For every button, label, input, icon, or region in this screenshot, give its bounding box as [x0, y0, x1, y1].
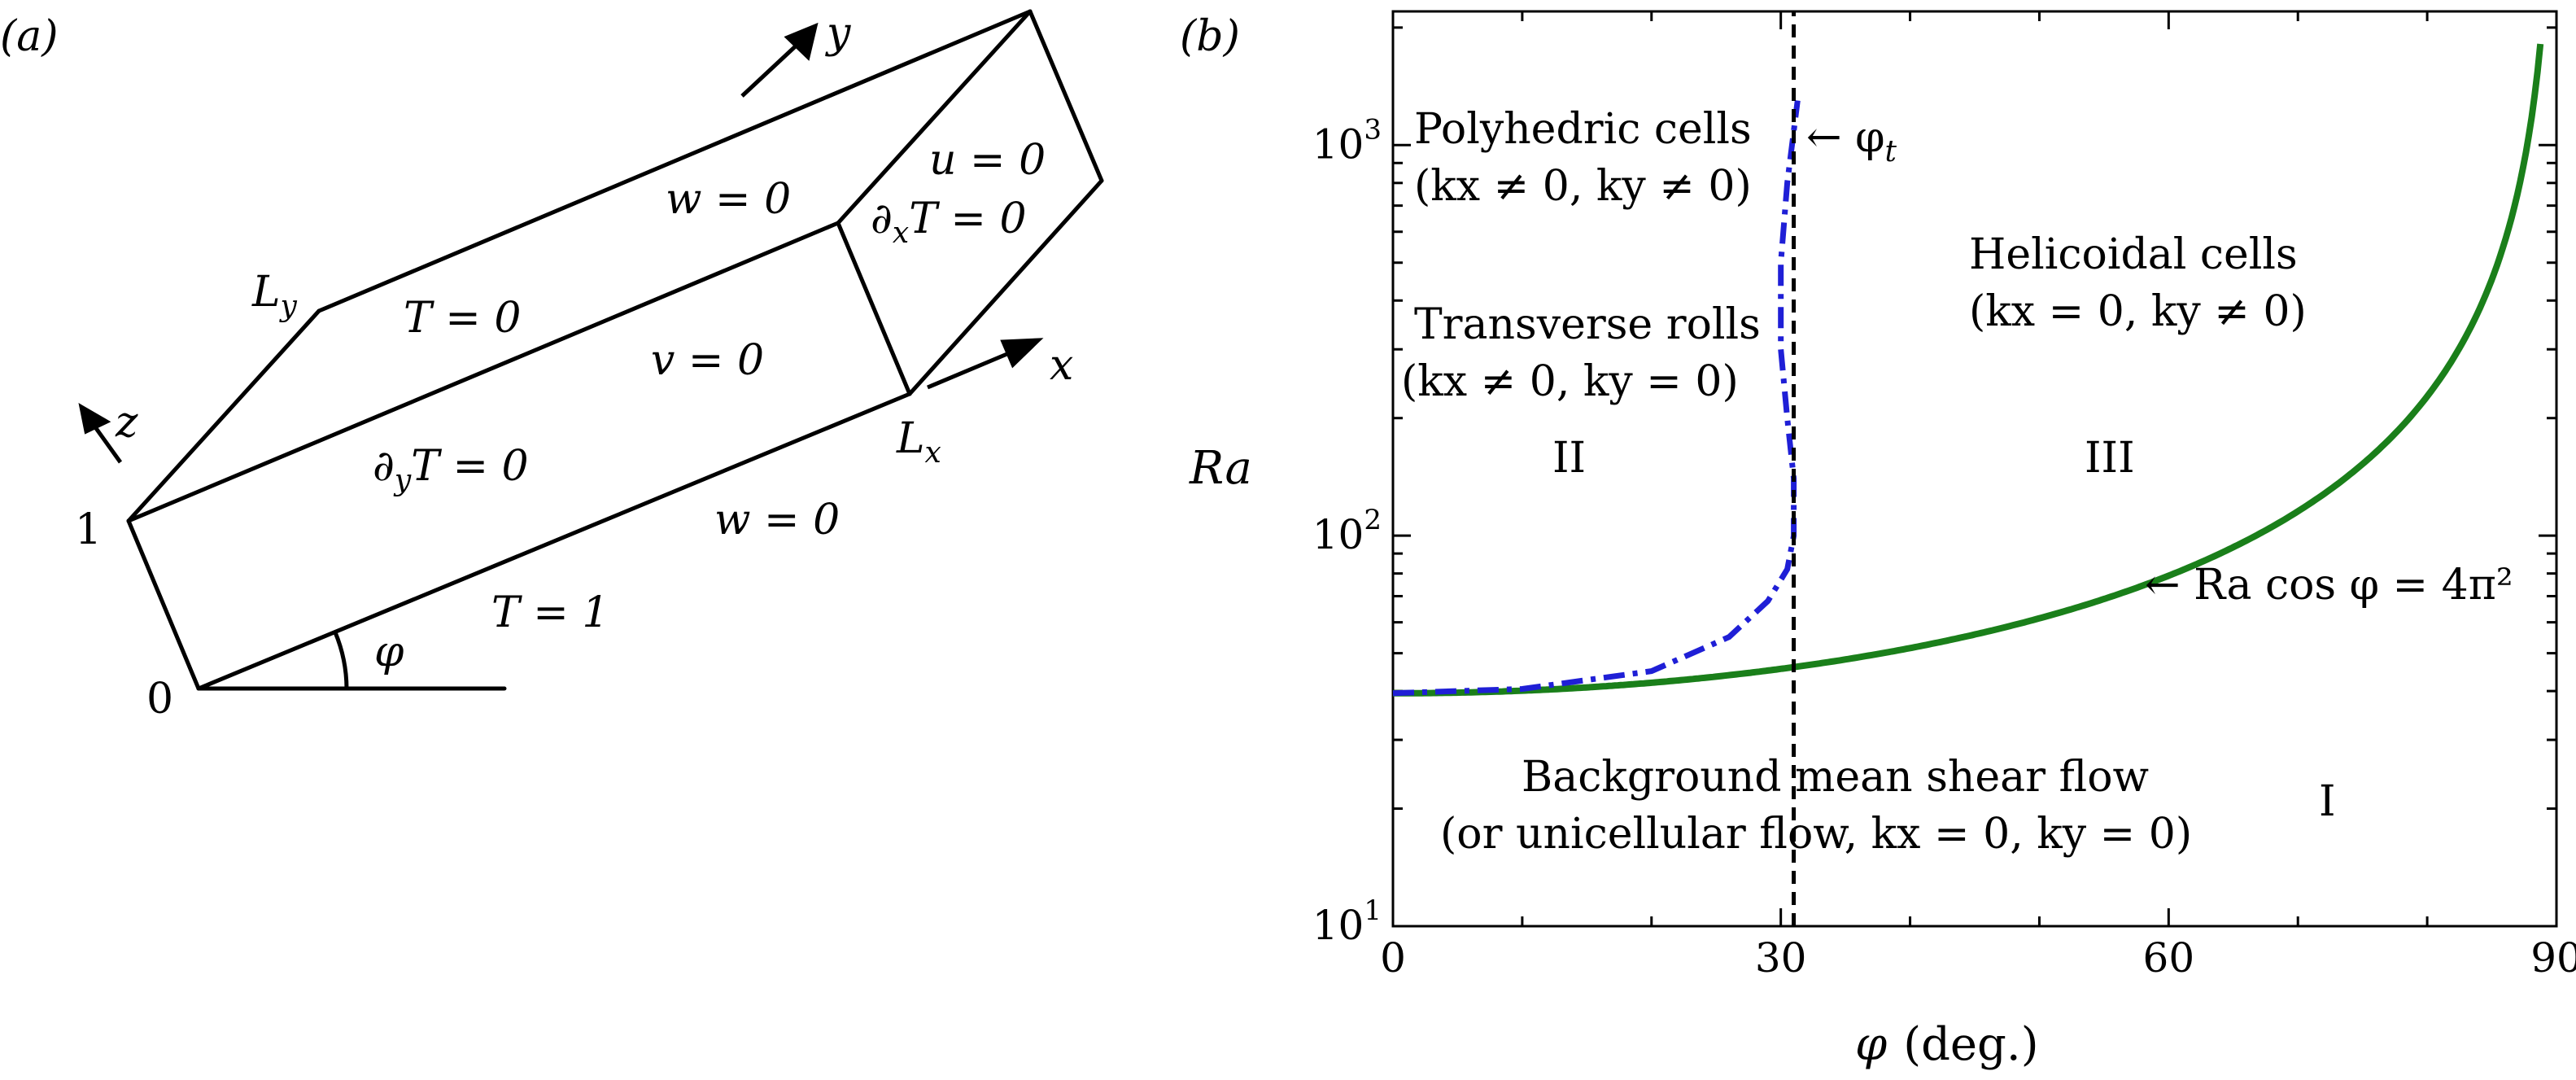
- transverse-title: Transverse rolls: [1414, 300, 1761, 349]
- axis-x-label: x: [1050, 341, 1073, 390]
- bc-front-v: v = 0: [651, 336, 764, 385]
- bc-back-dyT: ∂yT = 0: [373, 442, 529, 497]
- x-arrow-shaft: [927, 351, 1010, 390]
- y-tick-label: 103: [1312, 113, 1382, 168]
- axis-tick-labels: 0 30 60 90 101 102 103: [1312, 113, 2576, 982]
- panel-b-label: (b): [1180, 12, 1240, 61]
- phi-t-annotation: ← φt: [1806, 113, 1897, 168]
- background-cond: (or unicellular flow, kx = 0, ky = 0): [1440, 810, 2192, 859]
- plot-frame: [1391, 10, 2558, 928]
- edge-right-vertical: [836, 221, 912, 396]
- plot-curves: [1392, 11, 2544, 926]
- edge-bottom-front: [196, 391, 912, 691]
- bc-top-w: w = 0: [666, 175, 791, 224]
- helicoidal-cond: (kx = 0, ky ≠ 0): [1969, 287, 2307, 336]
- x-tick-label: 90: [2530, 934, 2576, 982]
- curve-label: ← Ra cos φ = 4π²: [2145, 561, 2513, 610]
- edge-right-bottom: [907, 178, 1104, 396]
- transverse-cond: (kx ≠ 0, ky = 0): [1401, 357, 1739, 406]
- polyhedric-title: Polyhedric cells: [1414, 105, 1752, 154]
- y-arrow-shaft: [740, 39, 803, 98]
- origin-one-label: 1: [75, 505, 102, 554]
- axis-y-label: y: [825, 9, 851, 58]
- corner-ly-label: Ly: [251, 268, 298, 323]
- x-axis-label: φ (deg.): [1855, 1018, 2039, 1071]
- x-tick-label: 60: [2143, 934, 2195, 982]
- edge-top-right: [836, 9, 1033, 225]
- region-II-label: II: [1552, 434, 1586, 483]
- helicoidal-title: Helicoidal cells: [1969, 230, 2298, 279]
- x-tick-label: 0: [1380, 934, 1406, 982]
- y-tick-label: 101: [1312, 894, 1382, 949]
- region-I-label: I: [2319, 777, 2336, 826]
- axis-z-label: z: [115, 398, 138, 447]
- bc-side-dxT: ∂xT = 0: [871, 195, 1027, 250]
- bc-bottom-w: w = 0: [714, 496, 840, 544]
- angle-arc: [333, 630, 349, 691]
- polyhedric-cond: (kx ≠ 0, ky ≠ 0): [1414, 162, 1752, 211]
- axis-ticks: [1391, 11, 2558, 928]
- z-arrow-shaft: [91, 423, 123, 464]
- angle-phi-label: φ: [374, 627, 404, 676]
- bc-top-T: T = 0: [404, 294, 521, 343]
- edge-bottom-left: [126, 518, 201, 691]
- bc-bottom-T: T = 1: [491, 588, 609, 637]
- edge-top-back: [317, 9, 1033, 313]
- background-title: Background mean shear flow: [1522, 753, 2149, 802]
- box-diagram: [126, 9, 1104, 691]
- panel-b: (b) 0 30 60 90 101 102 103 Ra φ (deg.) ← φt ← R…: [1180, 10, 2576, 1071]
- x-tick-label: 30: [1755, 934, 1807, 982]
- y-tick-label: 102: [1312, 504, 1382, 558]
- axis-arrows: [78, 22, 1044, 464]
- panel-a-label: (a): [0, 12, 59, 61]
- corner-lx-label: Lx: [896, 414, 941, 470]
- edge-left-back: [126, 308, 321, 523]
- y-axis-label: Ra: [1189, 442, 1252, 495]
- green-stability-curve: [1393, 43, 2544, 697]
- origin-zero-label: 0: [146, 675, 173, 724]
- x-arrow-head: [1000, 338, 1044, 369]
- z-arrow-head: [78, 403, 111, 435]
- y-arrow-head: [784, 22, 819, 61]
- region-III-label: III: [2085, 434, 2135, 483]
- bc-side-u: u = 0: [929, 136, 1046, 185]
- edge-front-top: [126, 221, 840, 523]
- panel-a: (a) y x z Ly Lx 1: [0, 9, 1104, 724]
- edge-back-right: [1028, 9, 1104, 183]
